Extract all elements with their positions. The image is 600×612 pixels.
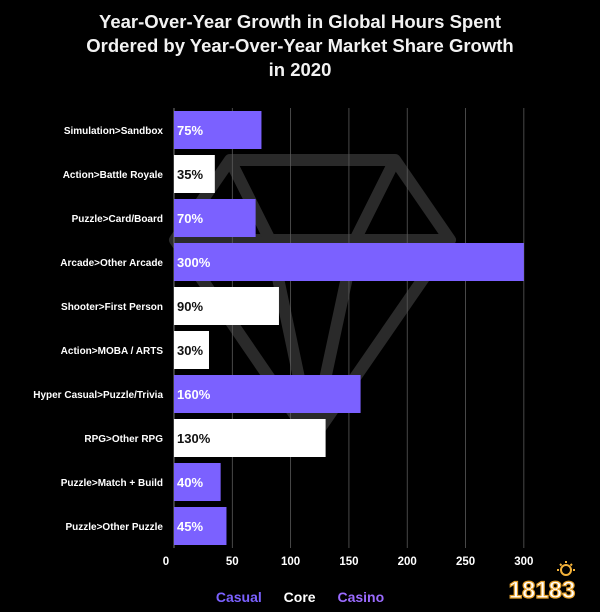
x-tick-label: 250 xyxy=(456,556,475,568)
category-label: Shooter>First Person xyxy=(61,302,163,313)
title-line-2: Ordered by Year-Over-Year Market Share G… xyxy=(86,35,514,56)
category-label: Puzzle>Card/Board xyxy=(72,214,163,225)
bar-value-label: 70% xyxy=(177,211,203,226)
bar-value-label: 160% xyxy=(177,387,211,402)
category-label: Puzzle>Other Puzzle xyxy=(65,522,163,533)
bar xyxy=(174,331,209,369)
category-label: Simulation>Sandbox xyxy=(64,126,164,137)
category-label: RPG>Other RPG xyxy=(84,434,163,445)
bar xyxy=(174,155,215,193)
bar-value-label: 40% xyxy=(177,475,203,490)
legend-entry-casino: Casino xyxy=(337,589,385,605)
watermark-logo: 18183 xyxy=(508,561,576,604)
category-label: Arcade>Other Arcade xyxy=(60,258,163,269)
category-label: Puzzle>Match + Build xyxy=(61,478,163,489)
bar-value-label: 45% xyxy=(177,519,203,534)
bar xyxy=(174,111,262,149)
title-line-3: in 2020 xyxy=(268,59,332,80)
category-label: Hyper Casual>Puzzle/Trivia xyxy=(33,390,163,401)
bar-value-label: 300% xyxy=(177,255,211,270)
bar-value-label: 90% xyxy=(177,299,203,314)
bars: 75% 35% 70% 300% 90% 30% 160% 130% 40% 45% xyxy=(174,111,524,545)
x-tick-label: 200 xyxy=(398,556,417,568)
x-tick-label: 0 xyxy=(163,556,169,568)
bar xyxy=(174,243,524,281)
bar xyxy=(174,463,221,501)
sun-icon xyxy=(557,561,575,576)
title-line-1: Year-Over-Year Growth in Global Hours Sp… xyxy=(99,11,501,32)
bar xyxy=(174,375,361,413)
x-axis-ticks: 0 50 100 150 200 250 300 xyxy=(163,556,534,568)
bar-value-label: 130% xyxy=(177,431,211,446)
bar-value-label: 30% xyxy=(177,343,203,358)
bar xyxy=(174,507,227,545)
bar xyxy=(174,419,326,457)
legend: Casual Core Casino xyxy=(0,589,600,605)
bar-value-label: 35% xyxy=(177,167,203,182)
x-tick-label: 300 xyxy=(514,556,533,568)
category-label: Action>MOBA / ARTS xyxy=(61,346,164,357)
bar xyxy=(174,287,279,325)
category-label: Action>Battle Royale xyxy=(63,170,164,181)
watermark-text: 18183 xyxy=(509,577,576,604)
category-labels: Simulation>Sandbox Action>Battle Royale Pu… xyxy=(33,126,163,533)
x-tick-label: 100 xyxy=(281,556,300,568)
x-tick-label: 50 xyxy=(226,556,239,568)
legend-entry-core: Core xyxy=(283,589,316,605)
x-tick-label: 150 xyxy=(339,556,358,568)
bar-value-label: 75% xyxy=(177,123,203,138)
legend-entry-casual: Casual xyxy=(215,589,262,605)
bar xyxy=(174,199,256,237)
chart-title: Year-Over-Year Growth in Global Hours Sp… xyxy=(0,10,600,82)
